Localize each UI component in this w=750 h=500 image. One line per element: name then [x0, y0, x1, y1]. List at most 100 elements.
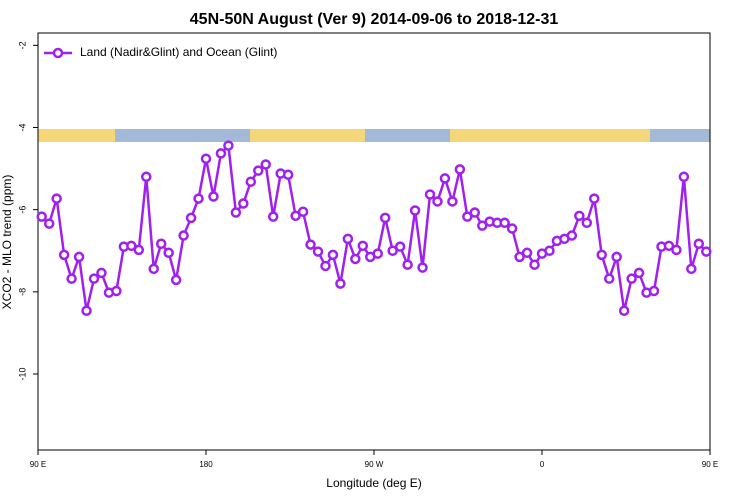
- data-point: [596, 249, 607, 261]
- data-point: [454, 164, 466, 175]
- data-point: [111, 285, 122, 297]
- x-tick-label: 0: [540, 460, 545, 469]
- data-point: [566, 230, 578, 241]
- data-point: [36, 211, 47, 222]
- data-point: [372, 248, 383, 259]
- data-point: [223, 140, 234, 151]
- data-point: [312, 246, 324, 257]
- data-point: [544, 245, 555, 256]
- data-point: [678, 171, 690, 183]
- data-point: [701, 246, 712, 257]
- data-point: [409, 205, 421, 216]
- data-point: [305, 239, 316, 250]
- legend-marker: [52, 47, 64, 59]
- data-point: [73, 251, 85, 263]
- data-point: [282, 169, 294, 180]
- data-point: [43, 218, 55, 229]
- data-point: [51, 193, 62, 204]
- data-point: [327, 249, 339, 261]
- data-point: [514, 251, 525, 263]
- data-point: [686, 263, 697, 275]
- data-point: [88, 273, 100, 284]
- data-point: [574, 210, 585, 222]
- data-point: [529, 259, 540, 270]
- data-point: [260, 159, 271, 170]
- land-band: [38, 129, 115, 142]
- data-point: [626, 273, 637, 284]
- data-point: [238, 198, 249, 209]
- data-point: [155, 238, 167, 250]
- x-tick-label: 180: [199, 460, 213, 469]
- data-point: [141, 171, 152, 183]
- data-point: [185, 212, 197, 224]
- map-strip: [38, 129, 710, 142]
- data-point: [379, 212, 391, 224]
- y-tick-label: -10: [17, 367, 27, 380]
- data-point: [290, 210, 301, 222]
- data-point: [618, 305, 630, 316]
- land-band: [450, 129, 650, 142]
- data-point: [320, 260, 331, 272]
- data-line: [40, 142, 708, 312]
- data-point: [96, 267, 107, 279]
- data-point: [521, 247, 533, 259]
- data-point: [66, 273, 77, 284]
- x-tick-label: 90 E: [702, 460, 718, 469]
- x-tick-label: 90 W: [365, 460, 384, 469]
- data-point: [163, 247, 174, 259]
- data-point: [193, 193, 204, 204]
- data-point: [170, 274, 182, 286]
- data-point: [342, 233, 354, 245]
- data-point: [462, 211, 473, 222]
- data-point: [200, 153, 212, 164]
- y-tick-label: -8: [17, 288, 27, 296]
- y-tick-label: -2: [17, 41, 27, 49]
- data-point: [297, 206, 309, 217]
- data-point: [477, 220, 488, 231]
- data-point: [178, 230, 189, 241]
- data-point: [469, 207, 481, 218]
- y-tick-label: -4: [17, 123, 27, 131]
- data-point: [663, 240, 675, 252]
- data-point: [633, 267, 645, 279]
- x-axis-label: Longitude (deg E): [326, 476, 421, 490]
- data-point: [499, 217, 510, 229]
- y-tick-label: -6: [17, 206, 27, 214]
- data-point: [133, 244, 145, 256]
- data-point: [603, 273, 615, 284]
- data-point: [671, 244, 682, 256]
- data-point: [81, 305, 92, 316]
- data-point: [589, 193, 600, 204]
- data-point: [417, 262, 428, 273]
- chart-title: 45N-50N August (Ver 9) 2014-09-06 to 201…: [190, 11, 559, 28]
- data-point: [253, 165, 264, 176]
- data-point: [350, 253, 361, 265]
- data-point: [439, 173, 451, 184]
- data-point: [424, 189, 436, 200]
- x-tick-label: 90 E: [30, 460, 46, 469]
- data-point: [126, 240, 137, 252]
- data-point: [58, 249, 70, 261]
- data-point: [432, 196, 443, 207]
- data-point: [387, 245, 398, 256]
- y-axis-label: XCO2 - MLO trend (ppm): [0, 175, 14, 310]
- data-point: [447, 196, 458, 207]
- data-point: [230, 207, 242, 218]
- data-point: [506, 223, 518, 234]
- data-point: [357, 240, 369, 252]
- data-point: [394, 241, 406, 252]
- data-point: [245, 176, 257, 187]
- data-point: [215, 148, 227, 159]
- data-point: [648, 285, 660, 297]
- data-point: [402, 259, 413, 270]
- land-band: [250, 129, 365, 142]
- data-point: [148, 263, 159, 275]
- data-point: [208, 191, 219, 202]
- data-point: [693, 238, 705, 250]
- data-point: [267, 211, 279, 222]
- data-point: [335, 278, 346, 289]
- data-point: [611, 251, 622, 263]
- legend-label: Land (Nadir&Glint) and Ocean (Glint): [80, 45, 277, 59]
- data-point: [581, 217, 593, 229]
